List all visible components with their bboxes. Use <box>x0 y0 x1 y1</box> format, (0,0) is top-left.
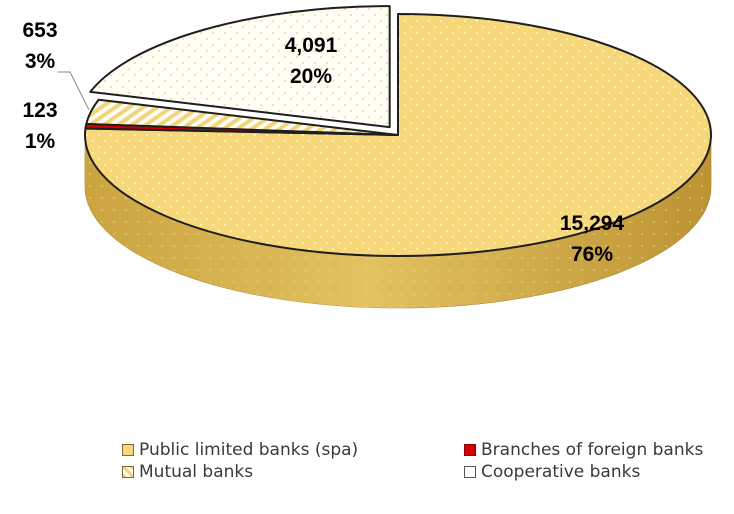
red-square-icon <box>464 444 476 456</box>
data-label-value-1: 123 <box>22 99 57 122</box>
data-label-value-3: 4,091 <box>285 34 338 57</box>
data-label-value-0: 15,294 <box>560 212 625 235</box>
striped-square-icon <box>122 466 134 478</box>
yellow-dotted-square-icon <box>122 444 134 456</box>
legend-item-cooperative: Cooperative banks <box>464 462 640 482</box>
legend-label-foreign: Branches of foreign banks <box>481 440 704 460</box>
data-label-percent-0: 76% <box>571 243 613 266</box>
legend-item-foreign: Branches of foreign banks <box>464 440 703 460</box>
legend-item-public: Public limited banks (spa) <box>122 440 358 460</box>
pie-slice-mutual-banks <box>85 98 399 136</box>
legend-label-mutual: Mutual banks <box>139 462 254 482</box>
pie-chart-svg: 15,294 76% 123 1% 653 3% 4,091 20% <box>22 5 712 309</box>
leader-line-mutual <box>58 71 90 110</box>
pie-side-texture <box>85 135 711 308</box>
legend-label-public: Public limited banks (spa) <box>139 440 359 460</box>
data-label-value-2: 653 <box>22 19 57 42</box>
pie-slice-public-limited-banks-spa <box>84 13 712 257</box>
pie-chart: 15,294 76% 123 1% 653 3% 4,091 20% <box>22 5 712 309</box>
legend-item-mutual: Mutual banks <box>122 462 253 482</box>
data-label-percent-3: 20% <box>290 65 332 88</box>
legend-label-cooperative: Cooperative banks <box>481 462 641 482</box>
data-label-percent-1: 1% <box>25 130 56 153</box>
data-label-percent-2: 3% <box>25 50 56 73</box>
pie-slice-cooperative-banks <box>89 5 391 129</box>
legend: Public limited banks (spa) Branches of f… <box>0 440 734 514</box>
white-square-icon <box>464 466 476 478</box>
